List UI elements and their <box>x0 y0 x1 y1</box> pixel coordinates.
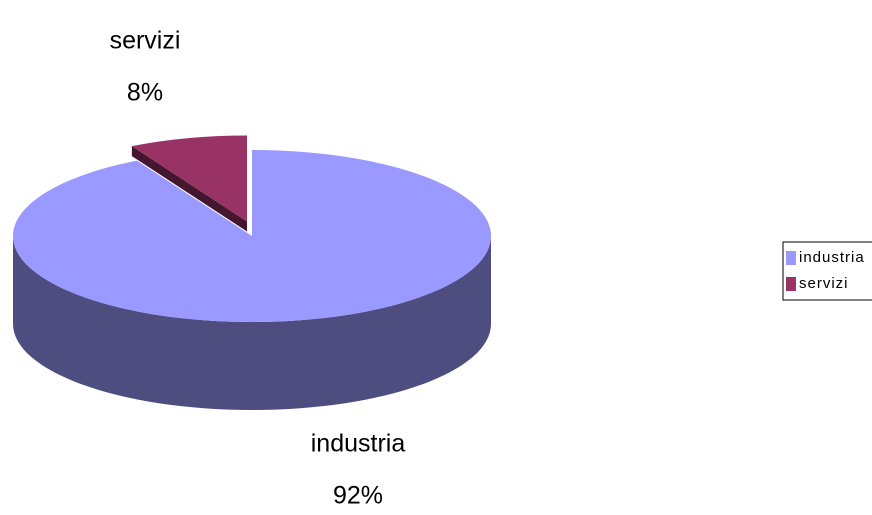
slice-label: servizi <box>110 27 181 55</box>
slice <box>131 135 248 222</box>
slice-value-label: 92% <box>333 482 383 510</box>
legend-box <box>782 241 872 301</box>
slice-side <box>13 236 491 410</box>
slice <box>12 150 491 322</box>
legend-label: industria <box>799 249 865 266</box>
slice-cut <box>131 146 248 232</box>
legend-label: servizi <box>799 275 849 292</box>
legend-swatch <box>786 277 796 291</box>
slice-label: industria <box>311 430 406 458</box>
legend-swatch <box>786 251 796 265</box>
slice-value-label: 8% <box>127 79 163 107</box>
